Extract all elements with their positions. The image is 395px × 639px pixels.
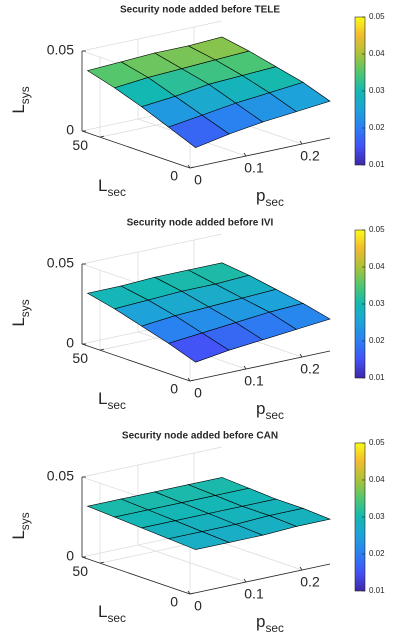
axis-label: Lsys	[9, 299, 32, 326]
axis-label-sub: sys	[18, 86, 32, 104]
axis-label: Lsec	[98, 389, 126, 412]
x-tick-label: 0	[194, 385, 202, 401]
axis-label-main: p	[256, 399, 265, 418]
y-tick-label: 0	[170, 594, 178, 610]
z-tick-label: 0.05	[47, 468, 74, 484]
x-tick-label: 0.2	[300, 574, 320, 590]
colorbar-tick-label: 0.02	[369, 549, 385, 558]
y-tick	[189, 379, 195, 382]
y-tick-label: 0	[170, 168, 178, 184]
chart-title: Security node added before CAN	[122, 431, 278, 442]
z-tick-label: 0	[66, 335, 74, 351]
y-axis	[81, 556, 191, 595]
surface-face	[268, 82, 331, 112]
y-axis	[81, 130, 191, 169]
x-tick-label: 0.1	[244, 586, 264, 602]
x-tick-label: 0.2	[300, 148, 320, 164]
axis-label-main: L	[98, 176, 107, 195]
colorbar-tick-label: 0.01	[369, 160, 385, 169]
colorbar-tick-label: 0.02	[369, 123, 385, 132]
y-tick-label: 50	[72, 563, 88, 579]
colorbar-tick-label: 0.05	[369, 438, 385, 447]
axis-label: Lsys	[9, 512, 32, 539]
colorbar-tick-label: 0.04	[369, 262, 385, 271]
axis-label-sub: sec	[265, 621, 284, 635]
x-tick-label: 0.2	[300, 361, 320, 377]
axis-label-main: L	[9, 530, 28, 539]
surface-face	[268, 303, 331, 330]
z-tick-label: 0.05	[47, 255, 74, 271]
colorbar-tick-label: 0.01	[369, 586, 385, 595]
axis-label-sub: sec	[107, 398, 126, 412]
y-tick	[189, 592, 195, 595]
axis-label-main: L	[98, 602, 107, 621]
x-tick-label: 0	[194, 172, 202, 188]
x-tick	[299, 566, 303, 571]
axis-label: psec	[256, 399, 284, 422]
x-tick-label: 0.1	[244, 160, 264, 176]
colorbar-tick-label: 0.02	[369, 336, 385, 345]
x-tick	[299, 353, 303, 358]
axis-label: psec	[256, 612, 284, 635]
x-axis	[189, 350, 331, 382]
colorbar-tick-label: 0.05	[369, 12, 385, 21]
z-tick-label: 0.05	[47, 42, 74, 58]
colorbar-tick-label: 0.04	[369, 49, 385, 58]
surface-face	[268, 508, 332, 527]
axis-label-sub: sec	[107, 185, 126, 199]
x-tick	[187, 377, 191, 382]
x-tick	[299, 140, 303, 145]
axis-label: Lsys	[9, 86, 32, 113]
axis-label-main: p	[256, 612, 265, 631]
colorbar-tick-label: 0.03	[369, 299, 385, 308]
y-tick	[99, 348, 105, 351]
axis-label: psec	[256, 186, 284, 209]
axis-label-main: p	[256, 186, 265, 205]
colorbar-tick-label: 0.04	[369, 475, 385, 484]
x-tick	[243, 152, 247, 157]
chart-title: Security node added before TELE	[120, 5, 280, 16]
colorbar-tick-label: 0.01	[369, 373, 385, 382]
axis-label-main: L	[9, 317, 28, 326]
y-tick-label: 50	[72, 137, 88, 153]
colorbar-tick-label: 0.03	[369, 86, 385, 95]
x-tick-label: 0	[194, 598, 202, 614]
colorbar-tick-label: 0.03	[369, 512, 385, 521]
axis-label: Lsec	[98, 602, 126, 625]
x-tick	[187, 590, 191, 595]
y-tick	[99, 135, 105, 138]
x-tick-label: 0.1	[244, 373, 264, 389]
y-tick-label: 0	[170, 381, 178, 397]
z-tick-label: 0	[66, 548, 74, 564]
axis-label-sub: sys	[18, 299, 32, 317]
grid-line	[137, 465, 247, 583]
y-tick-label: 50	[72, 350, 88, 366]
y-tick	[189, 166, 195, 169]
axis-label-sub: sys	[18, 512, 32, 530]
x-tick	[243, 365, 247, 370]
x-tick	[243, 578, 247, 583]
z-tick-label: 0	[66, 122, 74, 138]
axis-label-main: L	[9, 104, 28, 113]
colorbar-tick-label: 0.05	[369, 225, 385, 234]
axis-label-sub: sec	[265, 195, 284, 209]
axis-label-main: L	[98, 389, 107, 408]
x-tick	[187, 164, 191, 169]
y-tick	[99, 561, 105, 564]
axis-label-sub: sec	[107, 611, 126, 625]
chart-title: Security node added before IVI	[127, 218, 274, 229]
x-axis	[189, 137, 331, 169]
axis-label-sub: sec	[265, 408, 284, 422]
y-axis	[81, 343, 191, 382]
x-axis	[189, 563, 331, 595]
axis-label: Lsec	[98, 176, 126, 199]
